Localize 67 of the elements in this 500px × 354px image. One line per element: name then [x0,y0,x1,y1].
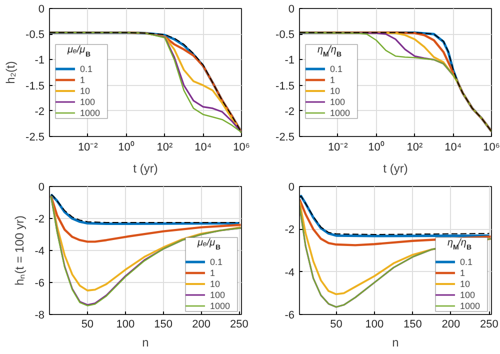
y-tick-label: 0 [38,4,45,16]
x-tick-label: 10⁶ [233,142,250,154]
x-tick-label: 10² [406,142,423,154]
y-tick-label: -4 [34,246,44,258]
y-tick-label: -1 [34,54,44,67]
legend-label: 1000 [460,300,480,311]
x-tick-label: 10⁻² [328,142,348,154]
y-tick-label: -2.5 [26,132,45,144]
x-axis-title: t (yr) [133,162,158,176]
legend-label: 100 [210,289,226,300]
legend-label: 10 [460,278,472,289]
y-tick-label: -1.5 [26,80,45,92]
legend-label: 1 [80,74,86,85]
legend-label: 0.1 [80,63,94,74]
x-tick-label: 10⁴ [194,142,212,154]
y-tick-label: -2.5 [276,132,295,144]
y-axis-title: hₙ(t = 100 yr) [12,215,27,286]
legend-label: 1 [330,74,336,85]
y-tick-label: -8 [34,310,44,322]
x-tick-label: 150 [404,318,422,330]
legend-label: 100 [460,289,476,300]
legend-label: 100 [330,96,346,107]
x-tick-label: 150 [154,318,173,330]
legend-label: 100 [80,96,96,107]
legend-label: 10 [210,278,222,289]
x-axis-title: t (yr) [383,162,408,176]
y-tick-label: -2 [34,214,44,226]
x-tick-label: 10⁰ [368,140,384,154]
y-tick-label: -0.5 [276,29,295,42]
y-tick-label: -4 [284,266,294,279]
y-tick-label: -2 [34,106,44,118]
legend-label: 10 [80,85,92,96]
x-tick-label: 200 [442,318,460,330]
legend-label: 1000 [330,107,350,118]
legend-label: 10 [330,85,342,96]
y-tick-label: -0.5 [26,29,45,42]
legend-label: 1000 [210,300,230,311]
y-tick-label: 0 [38,182,45,194]
x-tick-label: 250 [230,318,248,330]
x-tick-label: 10⁰ [118,140,134,154]
x-tick-label: 250 [480,318,498,330]
y-tick-label: -1.5 [276,80,295,92]
legend-label: 1 [460,267,466,278]
y-tick-label: 0 [288,4,295,16]
x-tick-label: 10² [156,142,173,154]
y-tick-label: -2 [284,106,294,118]
x-tick-label: 200 [192,318,210,330]
x-axis-title: n [142,336,149,350]
x-tick-label: 100 [116,318,135,330]
x-tick-label: 10⁶ [483,142,500,154]
legend-label: 1 [210,267,216,278]
legend-label: 0.1 [330,63,344,74]
y-tick-label: 0 [288,182,295,194]
x-tick-label: 10⁻² [78,142,98,154]
y-axis-title: h₂(t) [4,61,18,84]
y-tick-label: -6 [34,278,44,290]
x-tick-label: 50 [330,318,342,330]
x-axis-title: n [392,336,399,350]
legend-label: 1000 [80,107,100,118]
legend-label: 0.1 [460,256,474,267]
x-tick-label: 10⁴ [444,142,462,154]
y-tick-label: -2 [284,224,294,236]
y-tick-label: -1 [284,54,294,67]
x-tick-label: 50 [81,318,94,330]
legend-label: 0.1 [210,256,224,267]
y-tick-label: -6 [284,310,294,322]
x-tick-label: 100 [365,318,384,330]
